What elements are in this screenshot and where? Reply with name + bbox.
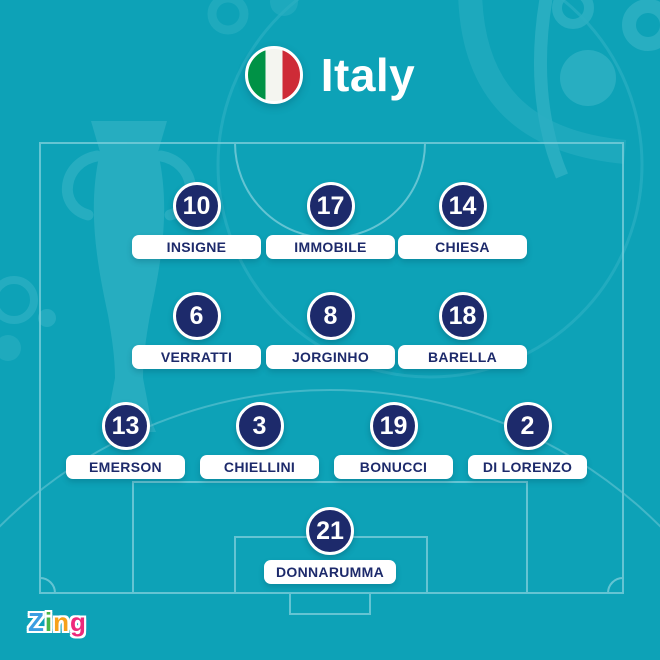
trophy-watermark-icon [61,121,197,432]
italy-flag-icon [244,46,303,104]
player-name-plate: DI LORENZO [468,455,587,479]
shirt-number: 3 [252,411,267,440]
player-name: DONNARUMMA [276,564,384,580]
player-name-plate: BONUCCI [334,455,453,479]
player-name: EMERSON [89,459,162,475]
zing-logo: Zing [28,607,87,638]
player-name: IMMOBILE [294,239,367,255]
player-name: INSIGNE [166,239,227,255]
shirt-number: 10 [182,191,211,220]
team-header: Italy [0,46,660,104]
shirt-number-badge: 13 [101,402,150,450]
player-name: JORGINHO [291,349,370,365]
zing-letter-i: i [44,607,54,637]
player-barella: 18 BARELLA [398,292,527,369]
shirt-number-badge: 6 [172,292,221,340]
shirt-number: 18 [448,301,477,330]
shirt-number-badge: 8 [306,292,355,340]
player-chiellini: 3 CHIELLINI [200,402,319,479]
player-chiesa: 14 CHIESA [398,182,527,259]
player-name: CHIESA [435,239,490,255]
shirt-number-badge: 2 [503,402,552,450]
shirt-number: 6 [189,301,204,330]
shirt-number: 17 [316,191,345,220]
player-name-plate: IMMOBILE [266,235,395,259]
player-name: CHIELLINI [223,459,296,475]
shirt-number-badge: 17 [306,182,355,230]
shirt-number-badge: 10 [172,182,221,230]
zing-letter-n: n [53,607,71,637]
player-name-plate: VERRATTI [132,345,261,369]
shirt-number-badge: 14 [438,182,487,230]
decor-arc [0,389,660,528]
player-name: BARELLA [428,349,497,365]
shirt-number: 8 [323,301,338,330]
shirt-number-badge: 3 [235,402,284,450]
player-immobile: 17 IMMOBILE [266,182,395,259]
shirt-number: 21 [316,516,344,545]
team-name: Italy [320,49,416,101]
shirt-number-badge: 21 [306,507,354,555]
player-name-plate: EMERSON [66,455,185,479]
player-name: DI LORENZO [482,459,573,475]
player-name-plate: INSIGNE [132,235,261,259]
player-name-plate: BARELLA [398,345,527,369]
player-name-plate: CHIESA [398,235,527,259]
player-name-plate: CHIELLINI [200,455,319,479]
corner-arc-right [607,577,624,594]
player-bonucci: 19 BONUCCI [334,402,453,479]
player-insigne: 10 INSIGNE [132,182,261,259]
shirt-number-badge: 19 [369,402,418,450]
player-name: VERRATTI [160,349,233,365]
player-emerson: 13 EMERSON [66,402,185,479]
shirt-number: 2 [520,411,535,440]
player-name-plate: JORGINHO [266,345,395,369]
zing-letter-z: Z [28,607,45,637]
zing-letter-g: g [70,607,87,637]
shirt-number: 13 [111,411,140,440]
player-name-plate: DONNARUMMA [264,560,396,584]
decor-swirls [0,0,660,379]
player-donnarumma: 21 DONNARUMMA [264,507,396,584]
shirt-number-badge: 18 [438,292,487,340]
player-jorginho: 8 JORGINHO [266,292,395,369]
player-di-lorenzo: 2 DI LORENZO [468,402,587,479]
shirt-number: 19 [379,411,408,440]
shirt-number: 14 [448,191,477,220]
corner-arc-left [39,577,56,594]
goal-box [289,592,371,615]
player-verratti: 6 VERRATTI [132,292,261,369]
player-name: BONUCCI [359,459,428,475]
pitch-lines [0,142,660,615]
